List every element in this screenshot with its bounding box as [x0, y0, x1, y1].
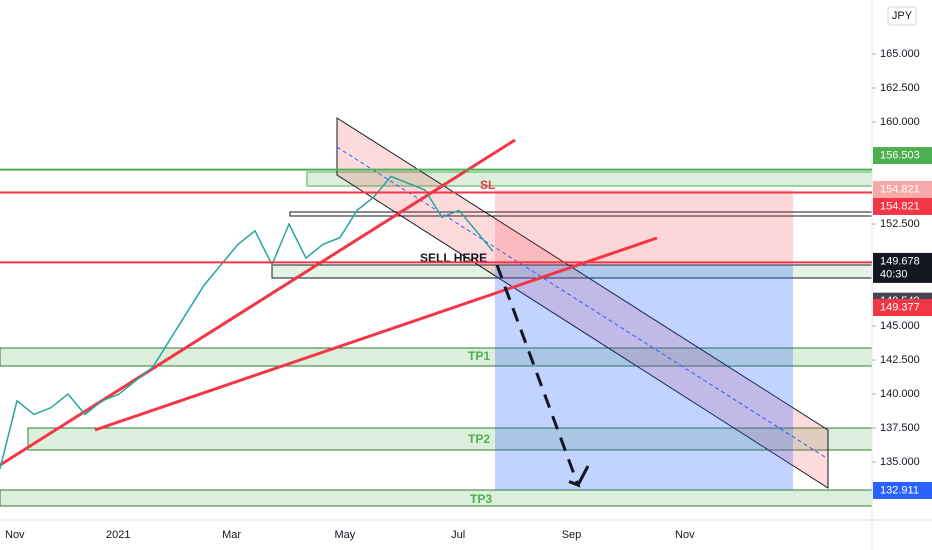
x-tick-label: Jul	[451, 529, 465, 541]
y-tick-label: 142.500	[880, 354, 920, 366]
trend-line	[94, 236, 658, 432]
price-tag	[873, 299, 932, 317]
price-tag	[873, 180, 932, 198]
y-tick-label: 165.000	[880, 48, 920, 60]
y-tick-label: 140.000	[880, 388, 920, 400]
x-tick-label: May	[335, 529, 356, 541]
price-tag-label: 156.503	[880, 149, 920, 161]
annotation: TP2	[468, 432, 490, 446]
reward-box	[495, 265, 793, 490]
price-tag-label: 149.678	[880, 255, 920, 267]
x-tick-label: Sep	[562, 529, 582, 541]
annotation: TP1	[468, 349, 490, 363]
y-tick-label: 160.000	[880, 116, 920, 128]
price-tag-label: 154.821	[880, 183, 920, 195]
price-tag-sub: 40:30	[880, 268, 908, 280]
risk-box	[495, 190, 793, 265]
price-tag-label: 154.821	[880, 200, 920, 212]
drawings	[0, 117, 873, 507]
price-tag	[873, 197, 932, 215]
annotation: TP3	[470, 492, 492, 506]
x-tick-label: Nov	[675, 529, 695, 541]
price-tag-label: 132.911	[880, 484, 919, 496]
y-tick-label: 162.500	[880, 82, 920, 94]
currency-button[interactable]	[887, 6, 917, 26]
currency[interactable]: JPY	[892, 10, 913, 22]
price-line	[0, 175, 494, 470]
y-tick-label: 145.000	[880, 320, 920, 332]
x-tick-label: Nov	[5, 529, 25, 541]
y-tick-label: 135.000	[880, 456, 920, 468]
price-tag	[873, 481, 932, 499]
price-tag-label: 149.377	[880, 301, 920, 313]
annotation: SL	[480, 178, 495, 192]
channel-mid	[336, 146, 829, 460]
trend-line	[0, 138, 516, 467]
price-tag	[873, 252, 932, 283]
price-tag	[873, 147, 932, 165]
x-tick-label: 2021	[106, 529, 130, 541]
y-tick-label: 137.500	[880, 422, 920, 434]
x-tick-label: Mar	[222, 529, 241, 541]
zone	[0, 489, 873, 507]
y-tick-label: 152.500	[880, 218, 920, 230]
projection	[576, 465, 590, 486]
